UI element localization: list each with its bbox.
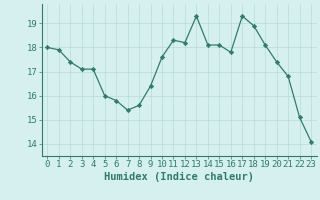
X-axis label: Humidex (Indice chaleur): Humidex (Indice chaleur) xyxy=(104,172,254,182)
